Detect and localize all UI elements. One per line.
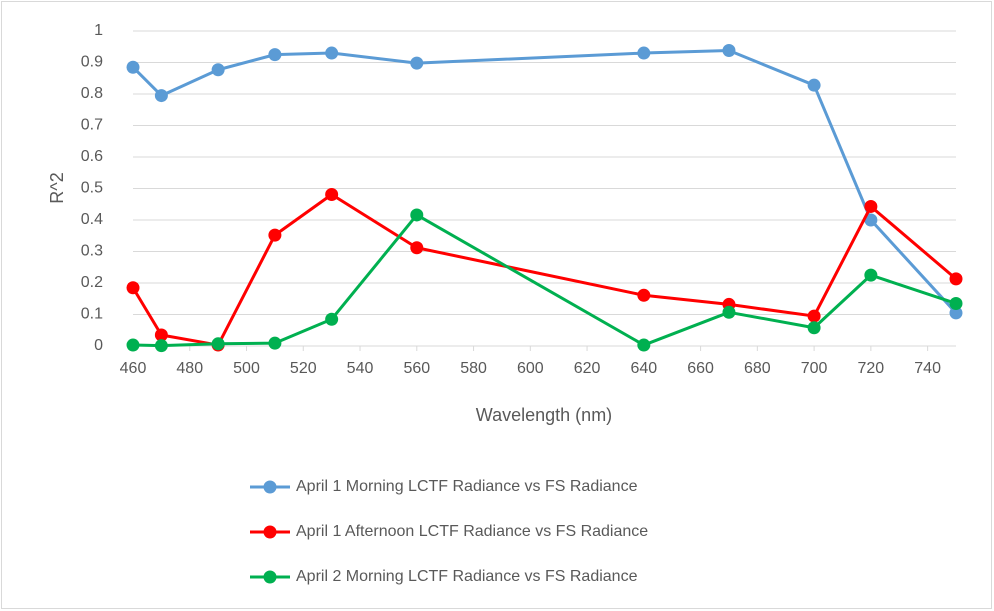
data-point xyxy=(949,296,963,310)
legend-marker xyxy=(263,480,277,494)
data-point xyxy=(126,338,140,352)
x-tick-label: 460 xyxy=(120,360,147,377)
y-axis-title: R^2 xyxy=(47,172,67,203)
data-point xyxy=(410,241,424,255)
x-axis-title: Wavelength (nm) xyxy=(476,405,612,425)
data-point xyxy=(949,306,963,320)
x-tick-label: 660 xyxy=(687,360,714,377)
legend-text: April 1 Morning LCTF Radiance vs FS Radi… xyxy=(296,478,638,495)
y-tick-label: 0.9 xyxy=(81,54,103,71)
y-tick-label: 0.1 xyxy=(81,306,103,323)
y-tick-label: 0.5 xyxy=(81,180,103,197)
x-tick-label: 680 xyxy=(744,360,771,377)
data-point xyxy=(637,338,651,352)
x-tick-label: 580 xyxy=(460,360,487,377)
data-point xyxy=(325,187,339,201)
y-tick-label: 0.4 xyxy=(81,211,103,228)
y-tick-label: 1 xyxy=(94,22,103,39)
x-tick-label: 500 xyxy=(233,360,260,377)
data-point xyxy=(325,46,339,60)
x-tick-label: 620 xyxy=(574,360,601,377)
data-point xyxy=(807,78,821,92)
data-point xyxy=(126,60,140,74)
data-point xyxy=(268,48,282,62)
data-point xyxy=(410,56,424,70)
data-point xyxy=(126,281,140,295)
data-point xyxy=(864,199,878,213)
x-tick-label: 480 xyxy=(176,360,203,377)
data-point xyxy=(637,288,651,302)
y-tick-label: 0.7 xyxy=(81,117,103,134)
x-tick-label: 720 xyxy=(858,360,885,377)
data-point xyxy=(637,46,651,60)
x-tick-label: 740 xyxy=(914,360,941,377)
x-tick-label: 560 xyxy=(403,360,430,377)
y-tick-label: 0.3 xyxy=(81,243,103,260)
data-point xyxy=(154,328,168,342)
data-point xyxy=(864,268,878,282)
x-tick-label: 520 xyxy=(290,360,317,377)
data-point xyxy=(807,309,821,323)
y-tick-label: 0.8 xyxy=(81,85,103,102)
data-point xyxy=(864,213,878,227)
data-point xyxy=(722,305,736,319)
data-point xyxy=(268,228,282,242)
x-tick-label: 700 xyxy=(801,360,828,377)
data-point xyxy=(154,339,168,353)
data-point xyxy=(154,89,168,103)
data-point xyxy=(211,63,225,77)
legend-marker xyxy=(263,570,277,584)
data-point xyxy=(807,321,821,335)
data-point xyxy=(722,44,736,58)
data-point xyxy=(410,208,424,222)
legend-text: April 2 Morning LCTF Radiance vs FS Radi… xyxy=(296,568,638,585)
y-tick-label: 0.6 xyxy=(81,148,103,165)
legend-marker xyxy=(263,525,277,539)
data-point xyxy=(949,272,963,286)
x-tick-label: 540 xyxy=(347,360,374,377)
y-tick-label: 0 xyxy=(94,337,103,354)
y-tick-label: 0.2 xyxy=(81,274,103,291)
data-point xyxy=(268,336,282,350)
data-point xyxy=(211,337,225,351)
data-point xyxy=(325,312,339,326)
legend-text: April 1 Afternoon LCTF Radiance vs FS Ra… xyxy=(296,523,648,540)
x-tick-label: 640 xyxy=(630,360,657,377)
x-tick-label: 600 xyxy=(517,360,544,377)
